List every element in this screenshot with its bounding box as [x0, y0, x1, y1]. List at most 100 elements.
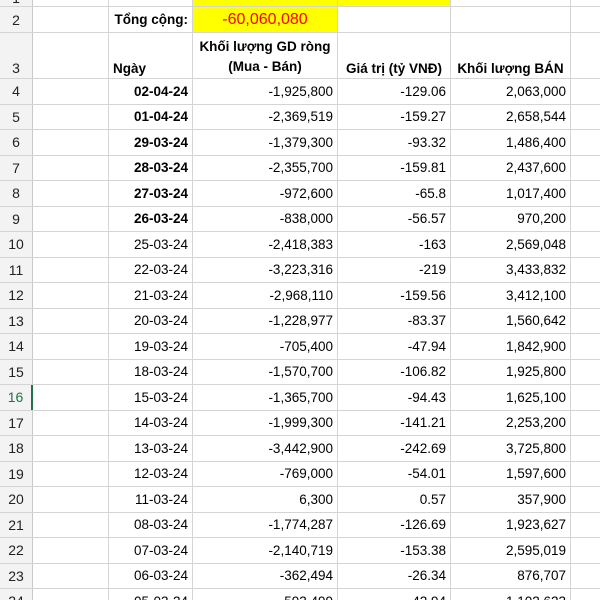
cell[interactable]	[33, 79, 109, 104]
column-header-sell-volume[interactable]: Khối lượng BÁN	[451, 33, 571, 78]
date-cell[interactable]: 07-03-24	[109, 538, 193, 563]
cell[interactable]	[33, 104, 109, 129]
cell[interactable]	[33, 334, 109, 359]
row-header[interactable]: 18	[0, 436, 33, 461]
sell-volume-cell[interactable]: 1,017,400	[451, 181, 571, 206]
row-header[interactable]: 10	[0, 232, 33, 257]
value-cell[interactable]: -242.69	[338, 436, 451, 461]
sell-volume-cell[interactable]: 1,625,100	[451, 385, 571, 410]
row-header[interactable]: 1	[0, 0, 33, 6]
net-volume-cell[interactable]: -2,418,383	[193, 232, 338, 257]
value-cell[interactable]: -159.81	[338, 155, 451, 180]
row-header[interactable]: 22	[0, 538, 33, 563]
date-cell[interactable]: 15-03-24	[109, 385, 193, 410]
sell-volume-cell[interactable]: 1,486,400	[451, 130, 571, 155]
date-cell[interactable]: 08-03-24	[109, 512, 193, 537]
net-volume-cell[interactable]: -705,400	[193, 334, 338, 359]
date-cell[interactable]: 13-03-24	[109, 436, 193, 461]
date-cell[interactable]: 21-03-24	[109, 283, 193, 308]
row-header[interactable]: 3	[0, 33, 33, 78]
cell[interactable]	[33, 206, 109, 231]
net-volume-cell[interactable]: -362,494	[193, 563, 338, 588]
row-header[interactable]: 20	[0, 487, 33, 512]
value-cell[interactable]: -65.8	[338, 181, 451, 206]
cell[interactable]	[451, 7, 571, 32]
net-volume-cell[interactable]: -2,369,519	[193, 104, 338, 129]
row-header[interactable]: 17	[0, 410, 33, 435]
sell-volume-cell[interactable]: 1,102,623	[451, 589, 571, 600]
row-header[interactable]: 23	[0, 563, 33, 588]
cell[interactable]	[33, 283, 109, 308]
date-cell[interactable]: 05-03-24	[109, 589, 193, 600]
sell-volume-cell[interactable]: 3,412,100	[451, 283, 571, 308]
cell[interactable]	[33, 589, 109, 600]
value-cell[interactable]: -83.37	[338, 308, 451, 333]
sell-volume-cell[interactable]: 2,569,048	[451, 232, 571, 257]
value-cell[interactable]: -129.06	[338, 79, 451, 104]
cell[interactable]	[33, 436, 109, 461]
date-cell[interactable]: 26-03-24	[109, 206, 193, 231]
sell-volume-cell[interactable]: 1,560,642	[451, 308, 571, 333]
row-header[interactable]: 4	[0, 79, 33, 104]
cell[interactable]	[33, 512, 109, 537]
row-header[interactable]: 11	[0, 257, 33, 282]
cell[interactable]	[451, 0, 571, 6]
value-cell[interactable]: -54.01	[338, 461, 451, 486]
date-cell[interactable]: 18-03-24	[109, 359, 193, 384]
date-cell[interactable]: 25-03-24	[109, 232, 193, 257]
cell[interactable]	[33, 155, 109, 180]
sell-volume-cell[interactable]: 357,900	[451, 487, 571, 512]
cell[interactable]	[33, 7, 109, 32]
net-volume-cell[interactable]: -769,000	[193, 461, 338, 486]
date-cell[interactable]: 29-03-24	[109, 130, 193, 155]
cell[interactable]	[33, 232, 109, 257]
row-header[interactable]: 8	[0, 181, 33, 206]
value-cell[interactable]: 0.57	[338, 487, 451, 512]
cell[interactable]	[338, 7, 451, 32]
value-cell[interactable]: -106.82	[338, 359, 451, 384]
date-cell[interactable]: 27-03-24	[109, 181, 193, 206]
row-header[interactable]: 16	[0, 385, 33, 410]
cell[interactable]	[33, 461, 109, 486]
sell-volume-cell[interactable]: 876,707	[451, 563, 571, 588]
net-volume-cell[interactable]: -2,355,700	[193, 155, 338, 180]
row-header[interactable]: 19	[0, 461, 33, 486]
sell-volume-cell[interactable]: 1,597,600	[451, 461, 571, 486]
value-cell[interactable]: -153.38	[338, 538, 451, 563]
net-volume-cell[interactable]: -3,223,316	[193, 257, 338, 282]
cell[interactable]	[33, 0, 109, 6]
row-header[interactable]: 7	[0, 155, 33, 180]
net-volume-cell[interactable]: -3,442,900	[193, 436, 338, 461]
value-cell[interactable]: -141.21	[338, 410, 451, 435]
sell-volume-cell[interactable]: 2,063,000	[451, 79, 571, 104]
column-header-value[interactable]: Giá trị (tỷ VNĐ)	[338, 33, 451, 78]
date-cell[interactable]: 01-04-24	[109, 104, 193, 129]
sell-volume-cell[interactable]: 3,433,832	[451, 257, 571, 282]
row-header[interactable]: 6	[0, 130, 33, 155]
cell[interactable]	[33, 487, 109, 512]
row-header[interactable]: 2	[0, 7, 33, 32]
value-cell[interactable]: -126.69	[338, 512, 451, 537]
value-cell[interactable]: -42.94	[338, 589, 451, 600]
row-header[interactable]: 13	[0, 308, 33, 333]
sell-volume-cell[interactable]: 1,923,627	[451, 512, 571, 537]
net-volume-cell[interactable]: -1,379,300	[193, 130, 338, 155]
total-value[interactable]: -60,060,080	[193, 7, 338, 32]
date-cell[interactable]: 22-03-24	[109, 257, 193, 282]
value-cell[interactable]: -47.94	[338, 334, 451, 359]
date-cell[interactable]: 14-03-24	[109, 410, 193, 435]
value-cell[interactable]: -159.27	[338, 104, 451, 129]
date-cell[interactable]: 19-03-24	[109, 334, 193, 359]
value-cell[interactable]: -56.57	[338, 206, 451, 231]
row-header[interactable]: 14	[0, 334, 33, 359]
date-cell[interactable]: 28-03-24	[109, 155, 193, 180]
value-cell[interactable]: -159.56	[338, 283, 451, 308]
row-header[interactable]: 5	[0, 104, 33, 129]
sell-volume-cell[interactable]: 970,200	[451, 206, 571, 231]
cell[interactable]	[109, 0, 193, 6]
column-header-net-volume[interactable]: Khối lượng GD ròng (Mua - Bán)	[193, 33, 338, 78]
date-cell[interactable]: 02-04-24	[109, 79, 193, 104]
net-volume-cell[interactable]: -1,925,800	[193, 79, 338, 104]
net-volume-cell[interactable]: -1,999,300	[193, 410, 338, 435]
net-volume-cell[interactable]: -593,499	[193, 589, 338, 600]
